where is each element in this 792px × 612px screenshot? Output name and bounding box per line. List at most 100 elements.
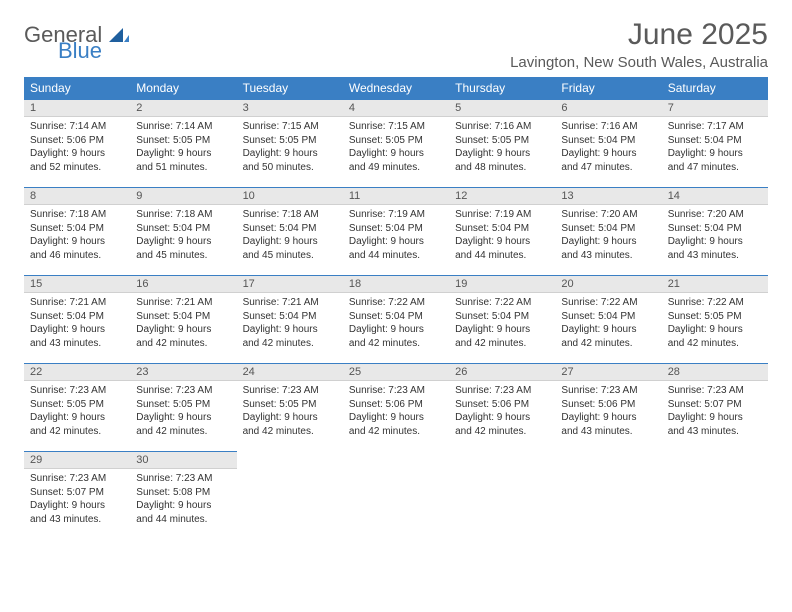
calendar-cell: 12Sunrise: 7:19 AMSunset: 5:04 PMDayligh…	[449, 188, 555, 276]
day-body: Sunrise: 7:23 AMSunset: 5:07 PMDaylight:…	[24, 469, 130, 529]
day-line: Daylight: 9 hours	[243, 235, 337, 249]
day-number: 23	[130, 364, 236, 381]
page-title: June 2025	[510, 18, 768, 52]
day-line: Daylight: 9 hours	[136, 323, 230, 337]
day-line: Daylight: 9 hours	[455, 411, 549, 425]
calendar-cell	[237, 452, 343, 540]
day-body: Sunrise: 7:23 AMSunset: 5:08 PMDaylight:…	[130, 469, 236, 529]
day-number: 9	[130, 188, 236, 205]
day-number: 3	[237, 100, 343, 117]
day-line: Sunrise: 7:16 AM	[561, 120, 655, 134]
day-number: 14	[662, 188, 768, 205]
day-number: 5	[449, 100, 555, 117]
day-line: Sunset: 5:06 PM	[30, 134, 124, 148]
day-line: and 42 minutes.	[455, 337, 549, 351]
calendar-row: 22Sunrise: 7:23 AMSunset: 5:05 PMDayligh…	[24, 364, 768, 452]
day-number: 1	[24, 100, 130, 117]
calendar-cell: 5Sunrise: 7:16 AMSunset: 5:05 PMDaylight…	[449, 100, 555, 188]
day-line: Sunrise: 7:18 AM	[30, 208, 124, 222]
day-line: and 43 minutes.	[668, 425, 762, 439]
logo-word-2: Blue	[58, 40, 129, 62]
day-body: Sunrise: 7:22 AMSunset: 5:04 PMDaylight:…	[449, 293, 555, 353]
day-number: 19	[449, 276, 555, 293]
calendar-cell: 6Sunrise: 7:16 AMSunset: 5:04 PMDaylight…	[555, 100, 661, 188]
day-number: 22	[24, 364, 130, 381]
day-number: 10	[237, 188, 343, 205]
calendar-cell: 7Sunrise: 7:17 AMSunset: 5:04 PMDaylight…	[662, 100, 768, 188]
day-body: Sunrise: 7:23 AMSunset: 5:06 PMDaylight:…	[449, 381, 555, 441]
day-line: Sunrise: 7:23 AM	[136, 384, 230, 398]
calendar-cell: 1Sunrise: 7:14 AMSunset: 5:06 PMDaylight…	[24, 100, 130, 188]
day-line: and 52 minutes.	[30, 161, 124, 175]
day-line: Sunrise: 7:19 AM	[349, 208, 443, 222]
day-line: Daylight: 9 hours	[561, 147, 655, 161]
calendar-cell	[449, 452, 555, 540]
calendar-cell	[343, 452, 449, 540]
day-number: 16	[130, 276, 236, 293]
day-line: Daylight: 9 hours	[561, 323, 655, 337]
day-line: Sunset: 5:04 PM	[136, 222, 230, 236]
day-body: Sunrise: 7:18 AMSunset: 5:04 PMDaylight:…	[24, 205, 130, 265]
day-line: Sunset: 5:04 PM	[349, 310, 443, 324]
day-body: Sunrise: 7:23 AMSunset: 5:05 PMDaylight:…	[24, 381, 130, 441]
day-line: and 42 minutes.	[243, 337, 337, 351]
day-line: Sunset: 5:04 PM	[561, 134, 655, 148]
day-line: Sunrise: 7:23 AM	[561, 384, 655, 398]
day-body: Sunrise: 7:17 AMSunset: 5:04 PMDaylight:…	[662, 117, 768, 177]
calendar-cell: 22Sunrise: 7:23 AMSunset: 5:05 PMDayligh…	[24, 364, 130, 452]
day-body: Sunrise: 7:23 AMSunset: 5:05 PMDaylight:…	[237, 381, 343, 441]
day-line: Sunrise: 7:18 AM	[136, 208, 230, 222]
day-line: Sunset: 5:07 PM	[668, 398, 762, 412]
weekday-header: Sunday	[24, 77, 130, 100]
day-body: Sunrise: 7:22 AMSunset: 5:04 PMDaylight:…	[343, 293, 449, 353]
day-body: Sunrise: 7:21 AMSunset: 5:04 PMDaylight:…	[237, 293, 343, 353]
day-line: Daylight: 9 hours	[668, 147, 762, 161]
day-number: 15	[24, 276, 130, 293]
calendar-cell	[555, 452, 661, 540]
day-number: 30	[130, 452, 236, 469]
day-line: Sunset: 5:05 PM	[349, 134, 443, 148]
day-number: 21	[662, 276, 768, 293]
day-line: Daylight: 9 hours	[243, 323, 337, 337]
day-number: 8	[24, 188, 130, 205]
day-line: Sunrise: 7:20 AM	[561, 208, 655, 222]
location-label: Lavington, New South Wales, Australia	[510, 54, 768, 71]
day-line: and 42 minutes.	[30, 425, 124, 439]
day-body: Sunrise: 7:18 AMSunset: 5:04 PMDaylight:…	[237, 205, 343, 265]
day-line: Daylight: 9 hours	[30, 323, 124, 337]
day-number: 11	[343, 188, 449, 205]
day-line: and 50 minutes.	[243, 161, 337, 175]
day-line: Sunset: 5:04 PM	[668, 134, 762, 148]
day-line: Sunset: 5:04 PM	[136, 310, 230, 324]
day-line: Daylight: 9 hours	[455, 235, 549, 249]
day-line: Sunset: 5:04 PM	[243, 310, 337, 324]
day-line: Sunrise: 7:23 AM	[136, 472, 230, 486]
calendar-table: Sunday Monday Tuesday Wednesday Thursday…	[24, 77, 768, 540]
logo: General Blue	[24, 24, 129, 62]
weekday-header-row: Sunday Monday Tuesday Wednesday Thursday…	[24, 77, 768, 100]
calendar-cell: 3Sunrise: 7:15 AMSunset: 5:05 PMDaylight…	[237, 100, 343, 188]
day-line: Sunset: 5:06 PM	[455, 398, 549, 412]
day-line: Sunset: 5:07 PM	[30, 486, 124, 500]
day-line: Daylight: 9 hours	[349, 147, 443, 161]
day-number: 18	[343, 276, 449, 293]
day-body: Sunrise: 7:23 AMSunset: 5:05 PMDaylight:…	[130, 381, 236, 441]
day-line: Sunrise: 7:21 AM	[30, 296, 124, 310]
weekday-header: Thursday	[449, 77, 555, 100]
day-line: Daylight: 9 hours	[561, 235, 655, 249]
day-line: Daylight: 9 hours	[136, 499, 230, 513]
calendar-cell: 11Sunrise: 7:19 AMSunset: 5:04 PMDayligh…	[343, 188, 449, 276]
calendar-cell: 16Sunrise: 7:21 AMSunset: 5:04 PMDayligh…	[130, 276, 236, 364]
calendar-cell: 30Sunrise: 7:23 AMSunset: 5:08 PMDayligh…	[130, 452, 236, 540]
day-line: and 47 minutes.	[668, 161, 762, 175]
weekday-header: Wednesday	[343, 77, 449, 100]
calendar-cell: 18Sunrise: 7:22 AMSunset: 5:04 PMDayligh…	[343, 276, 449, 364]
calendar-cell: 29Sunrise: 7:23 AMSunset: 5:07 PMDayligh…	[24, 452, 130, 540]
day-line: Sunrise: 7:17 AM	[668, 120, 762, 134]
day-line: and 43 minutes.	[561, 425, 655, 439]
day-line: Daylight: 9 hours	[349, 411, 443, 425]
day-line: Sunrise: 7:19 AM	[455, 208, 549, 222]
day-line: Sunrise: 7:15 AM	[349, 120, 443, 134]
calendar-cell: 14Sunrise: 7:20 AMSunset: 5:04 PMDayligh…	[662, 188, 768, 276]
day-line: Sunset: 5:04 PM	[561, 222, 655, 236]
